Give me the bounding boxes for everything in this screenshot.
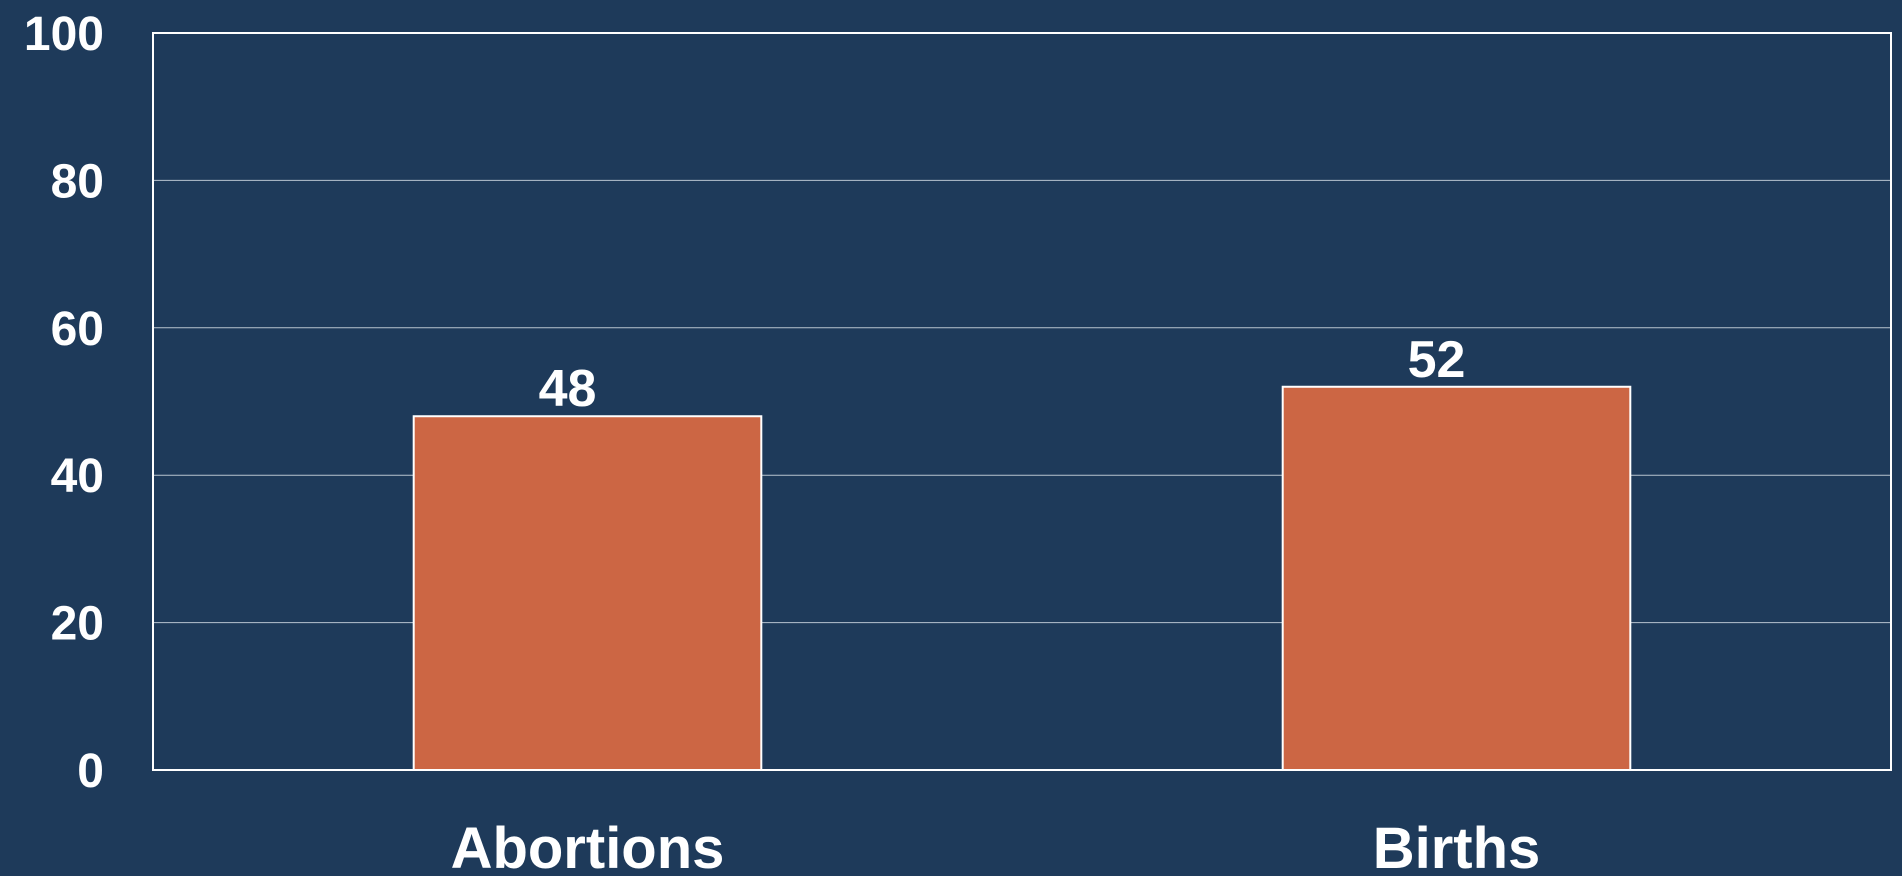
y-tick-label: 20 [51, 598, 104, 651]
value-label: 48 [539, 360, 597, 418]
y-tick-label: 80 [51, 155, 104, 208]
y-tick-label: 0 [77, 745, 104, 798]
bar [412, 415, 763, 771]
value-label: 52 [1408, 331, 1466, 389]
x-tick-label: Abortions [451, 816, 725, 876]
y-tick-label: 60 [51, 303, 104, 356]
plot-border [152, 32, 1892, 771]
y-tick-label: 100 [24, 8, 104, 61]
x-tick-label: Births [1373, 816, 1541, 876]
bar [1281, 385, 1632, 771]
y-tick-label: 40 [51, 450, 104, 503]
